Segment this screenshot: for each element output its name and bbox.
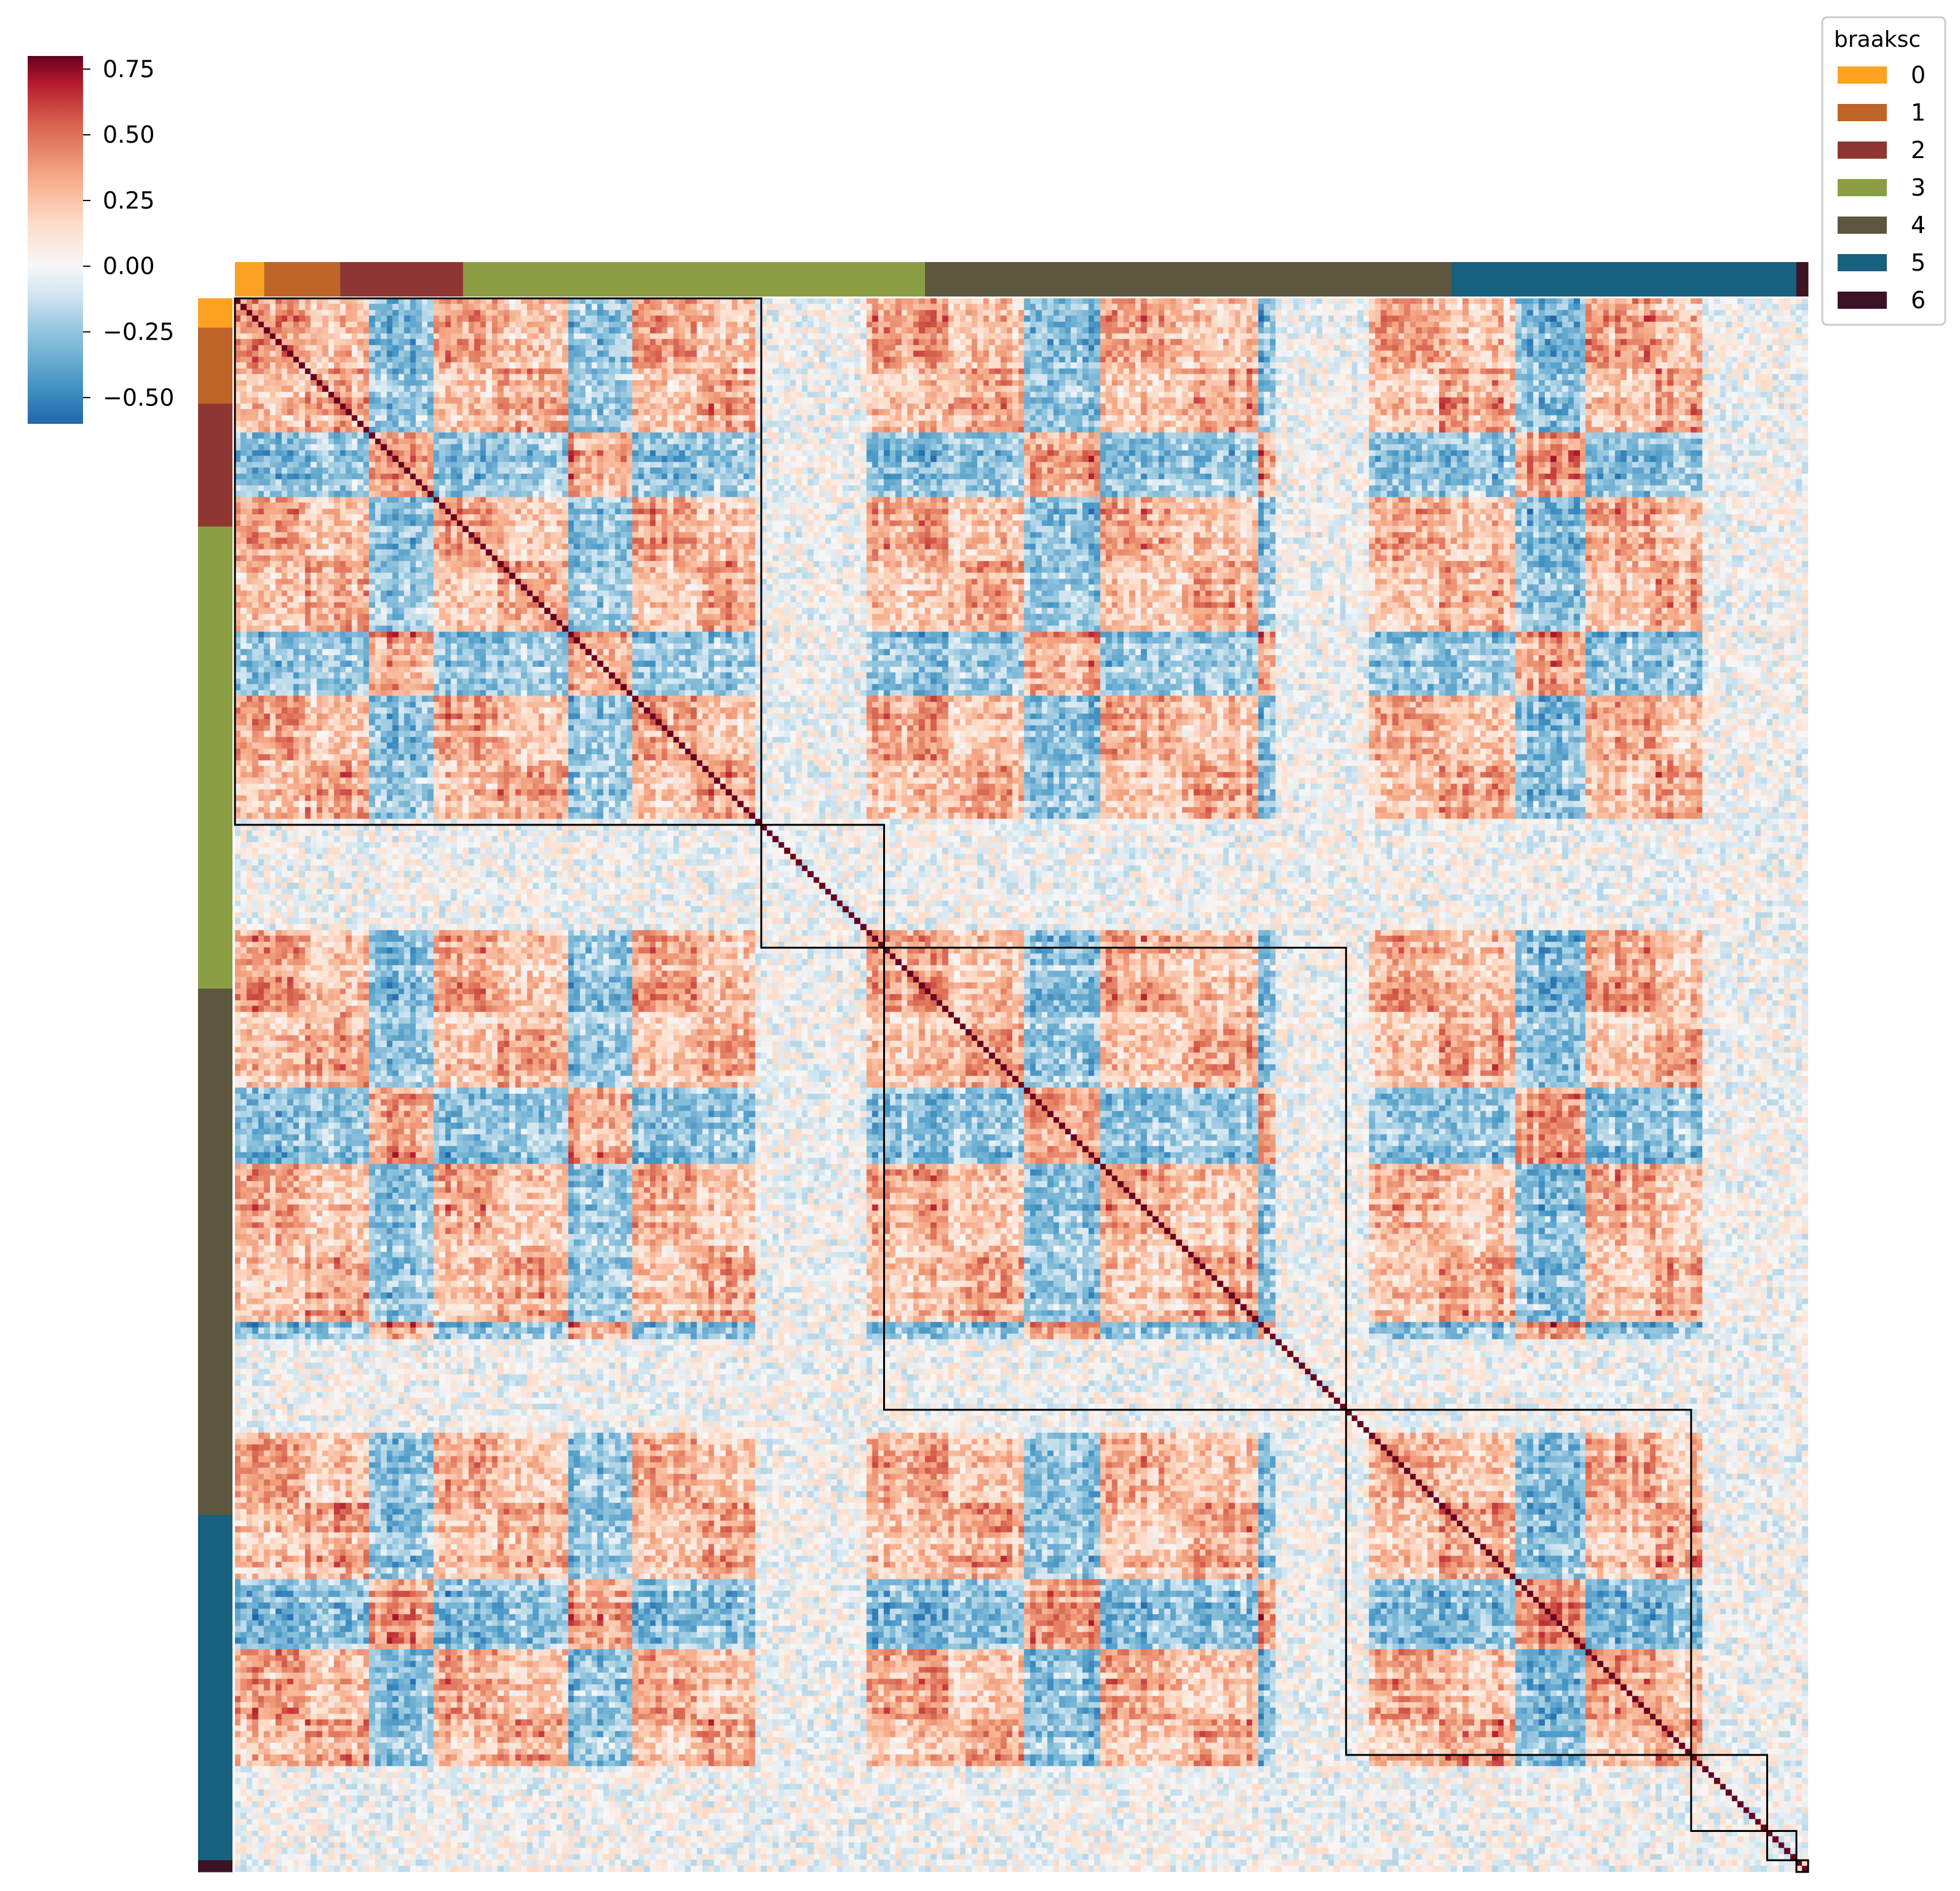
legend-label-5: 5 xyxy=(1911,249,1926,276)
heatmap-area xyxy=(235,298,1808,1872)
cluster-box-1 xyxy=(234,297,763,826)
colorbar-tick-label: −0.50 xyxy=(103,384,174,411)
column-color-segment-6 xyxy=(1796,262,1809,297)
colorbar-ticks: 0.75 0.50 0.25 0.00 −0.25 −0.50 xyxy=(83,55,174,411)
cluster-box-4 xyxy=(1345,1409,1692,1756)
row-braak-color-bar xyxy=(198,298,232,1873)
cluster-box-2 xyxy=(760,824,886,949)
row-color-segment-0 xyxy=(198,298,232,328)
legend-label-4: 4 xyxy=(1911,212,1926,239)
column-braak-color-bar xyxy=(235,262,1809,297)
colorbar: 0.75 0.50 0.25 0.00 −0.25 −0.50 xyxy=(28,55,174,424)
legend-frame xyxy=(1821,16,1946,326)
legend-label-0: 0 xyxy=(1911,62,1926,89)
legend-swatch-6 xyxy=(1838,292,1887,309)
column-color-segment-4 xyxy=(925,262,1452,297)
row-color-segment-3 xyxy=(198,526,232,989)
cluster-box-7 xyxy=(1795,1859,1809,1873)
colorbar-tick-label: −0.25 xyxy=(103,319,174,346)
legend-title: braaksc xyxy=(1834,27,1921,52)
colorbar-tick-label: 0.75 xyxy=(103,55,155,82)
cluster-boxes xyxy=(234,297,1809,1873)
legend-swatch-1 xyxy=(1838,104,1887,121)
cluster-box-3 xyxy=(883,947,1347,1411)
row-color-segment-5 xyxy=(198,1515,232,1861)
legend-label-3: 3 xyxy=(1911,174,1926,201)
legend: braaksc 0 1 2 3 4 5 6 xyxy=(1821,16,1946,326)
column-color-segment-2 xyxy=(340,262,464,297)
legend-swatch-3 xyxy=(1838,179,1887,196)
legend-swatch-4 xyxy=(1838,217,1887,234)
legend-label-1: 1 xyxy=(1911,99,1926,126)
legend-swatch-5 xyxy=(1838,254,1887,271)
row-color-segment-2 xyxy=(198,404,232,527)
column-color-segment-1 xyxy=(264,262,341,297)
colorbar-gradient xyxy=(28,56,83,424)
correlation-heatmap xyxy=(235,298,1808,1872)
colorbar-tick-label: 0.50 xyxy=(103,121,155,148)
legend-label-2: 2 xyxy=(1911,137,1926,164)
colorbar-tick-label: 0.25 xyxy=(103,187,155,214)
column-color-segment-0 xyxy=(235,262,265,297)
legend-swatch-2 xyxy=(1838,141,1887,159)
row-color-segment-1 xyxy=(198,327,232,404)
legend-entries: 0 1 2 3 4 5 6 xyxy=(1838,62,1926,314)
colorbar-tick-label: 0.00 xyxy=(103,253,155,280)
column-color-segment-5 xyxy=(1451,262,1797,297)
column-color-segment-3 xyxy=(462,262,926,297)
legend-swatch-0 xyxy=(1838,66,1887,84)
legend-label-6: 6 xyxy=(1911,287,1926,314)
row-color-segment-4 xyxy=(198,989,232,1516)
cluster-box-6 xyxy=(1766,1829,1798,1861)
row-color-segment-6 xyxy=(198,1860,232,1873)
cluster-box-5 xyxy=(1690,1754,1768,1832)
